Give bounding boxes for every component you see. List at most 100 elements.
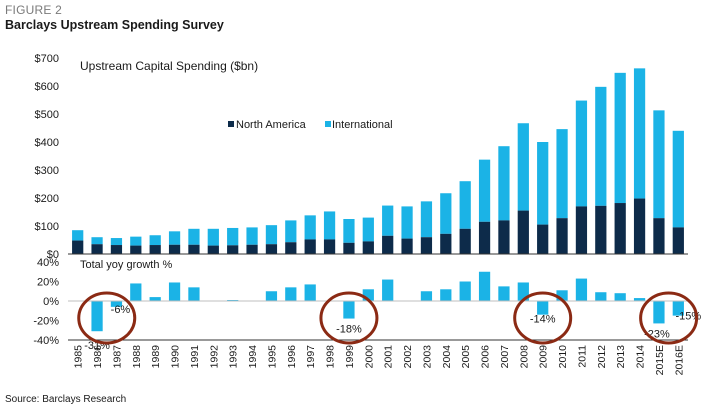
figure-label: FIGURE 2 (5, 3, 62, 17)
bar-growth (537, 301, 549, 315)
bar-international (362, 217, 374, 242)
bar-international (91, 237, 103, 245)
figure-title: Barclays Upstream Spending Survey (5, 18, 224, 32)
bar-north-america (265, 244, 278, 254)
top-y-tick-label: $700 (35, 53, 59, 65)
bar-international (653, 110, 665, 219)
legend-swatch-north-america (228, 121, 234, 127)
bar-international (517, 123, 529, 211)
bottom-y-tick-label: 20% (37, 277, 59, 289)
bar-north-america (595, 205, 607, 254)
bar-growth (420, 291, 433, 301)
bar-international (343, 219, 355, 243)
bar-international (478, 159, 491, 222)
growth-annotation: -14% (530, 314, 556, 326)
bar-growth (595, 292, 607, 301)
bar-international (382, 205, 394, 236)
x-tick-label: 1988 (131, 345, 143, 369)
x-tick-label: 2009 (538, 345, 550, 369)
bar-growth (614, 293, 626, 301)
bar-north-america (91, 244, 103, 254)
bar-north-america (498, 220, 510, 254)
x-tick-label: 2012 (596, 345, 608, 369)
bar-international (265, 225, 278, 245)
x-tick-label: 2010 (557, 345, 569, 369)
bar-north-america (575, 206, 588, 254)
bar-growth (285, 287, 297, 301)
x-tick-label: 2007 (499, 345, 511, 369)
bar-international (614, 72, 626, 204)
bar-growth (168, 282, 181, 301)
x-tick-label: 1999 (344, 345, 356, 369)
bar-international (323, 211, 336, 240)
bar-north-america (440, 233, 452, 254)
x-tick-label: 1997 (305, 345, 317, 369)
growth-annotations: -31%-6%-18%-14%-23%-15% (84, 304, 701, 352)
x-tick-label: 1985 (73, 345, 85, 369)
bar-international (304, 215, 316, 240)
top-y-tick-label: $600 (35, 81, 59, 93)
bar-north-america (72, 240, 84, 254)
x-tick-label: 1996 (286, 345, 298, 369)
highlight-circle (513, 291, 573, 345)
top-y-axis-ticks: $700 $600 $500 $400 $300 $200 $100 $0 (35, 53, 59, 261)
x-tick-label: 2001 (383, 345, 395, 369)
bar-north-america (401, 238, 413, 254)
top-y-tick-label: $200 (35, 193, 59, 205)
bar-north-america (556, 218, 568, 254)
bar-growth (149, 297, 161, 301)
bar-growth (653, 301, 665, 324)
x-tick-label: 2013 (615, 345, 627, 369)
highlight-circle (319, 291, 379, 345)
highlight-circle (639, 291, 699, 345)
top-chart: $700 $600 $500 $400 $300 $200 $100 $0 Upstream … (35, 53, 688, 261)
bar-north-america (285, 242, 297, 254)
x-tick-label: 1987 (111, 345, 123, 369)
top-y-tick-label: $100 (35, 221, 59, 233)
bar-international (401, 206, 413, 239)
legend: North America International (228, 119, 393, 131)
bar-international (72, 230, 84, 241)
x-tick-label: 1998 (325, 345, 337, 369)
legend-label-international: International (332, 119, 393, 131)
bar-north-america (459, 228, 471, 254)
x-tick-label: 1989 (150, 345, 162, 369)
bar-growth (672, 301, 684, 316)
bar-international (130, 236, 142, 246)
x-tick-label: 1990 (170, 345, 182, 369)
bar-growth (110, 301, 123, 307)
x-tick-label: 2008 (518, 345, 530, 369)
x-tick-label: 2006 (480, 345, 492, 369)
bar-growth (91, 301, 103, 332)
x-tick-label: 2000 (363, 345, 375, 369)
x-tick-label: 2004 (441, 345, 453, 369)
bar-international (149, 235, 161, 246)
bar-international (556, 129, 568, 219)
x-tick-label: 2002 (402, 345, 414, 369)
top-chart-title: Upstream Capital Spending ($bn) (80, 59, 258, 73)
bar-growth (382, 279, 394, 301)
bottom-y-tick-label: 0% (43, 296, 59, 308)
bottom-y-tick-label: 40% (37, 257, 59, 269)
bottom-bars (91, 271, 684, 332)
bar-growth (362, 289, 374, 301)
x-tick-label: 2016E (673, 345, 685, 375)
source-note: Source: Barclays Research (5, 394, 127, 405)
x-tick-label: 1992 (208, 345, 220, 369)
bar-north-america (323, 239, 336, 254)
bar-growth (188, 287, 200, 301)
bar-international (246, 227, 258, 245)
x-axis-labels: 1985 1986 1987 1988 1989 1990 1991 1992 1993 1994… (73, 345, 686, 376)
top-y-tick-label: $400 (35, 137, 59, 149)
x-tick-label: 1991 (189, 345, 201, 369)
legend-swatch-international (325, 121, 331, 127)
top-y-tick-label: $500 (35, 109, 59, 121)
bottom-y-tick-label: -20% (33, 316, 59, 328)
bar-international (110, 238, 123, 246)
bar-north-america (517, 210, 529, 254)
highlight-circle (77, 291, 137, 345)
bar-international (227, 227, 239, 246)
highlight-circles (77, 291, 699, 345)
bar-growth (517, 282, 529, 301)
bar-international (285, 220, 297, 243)
